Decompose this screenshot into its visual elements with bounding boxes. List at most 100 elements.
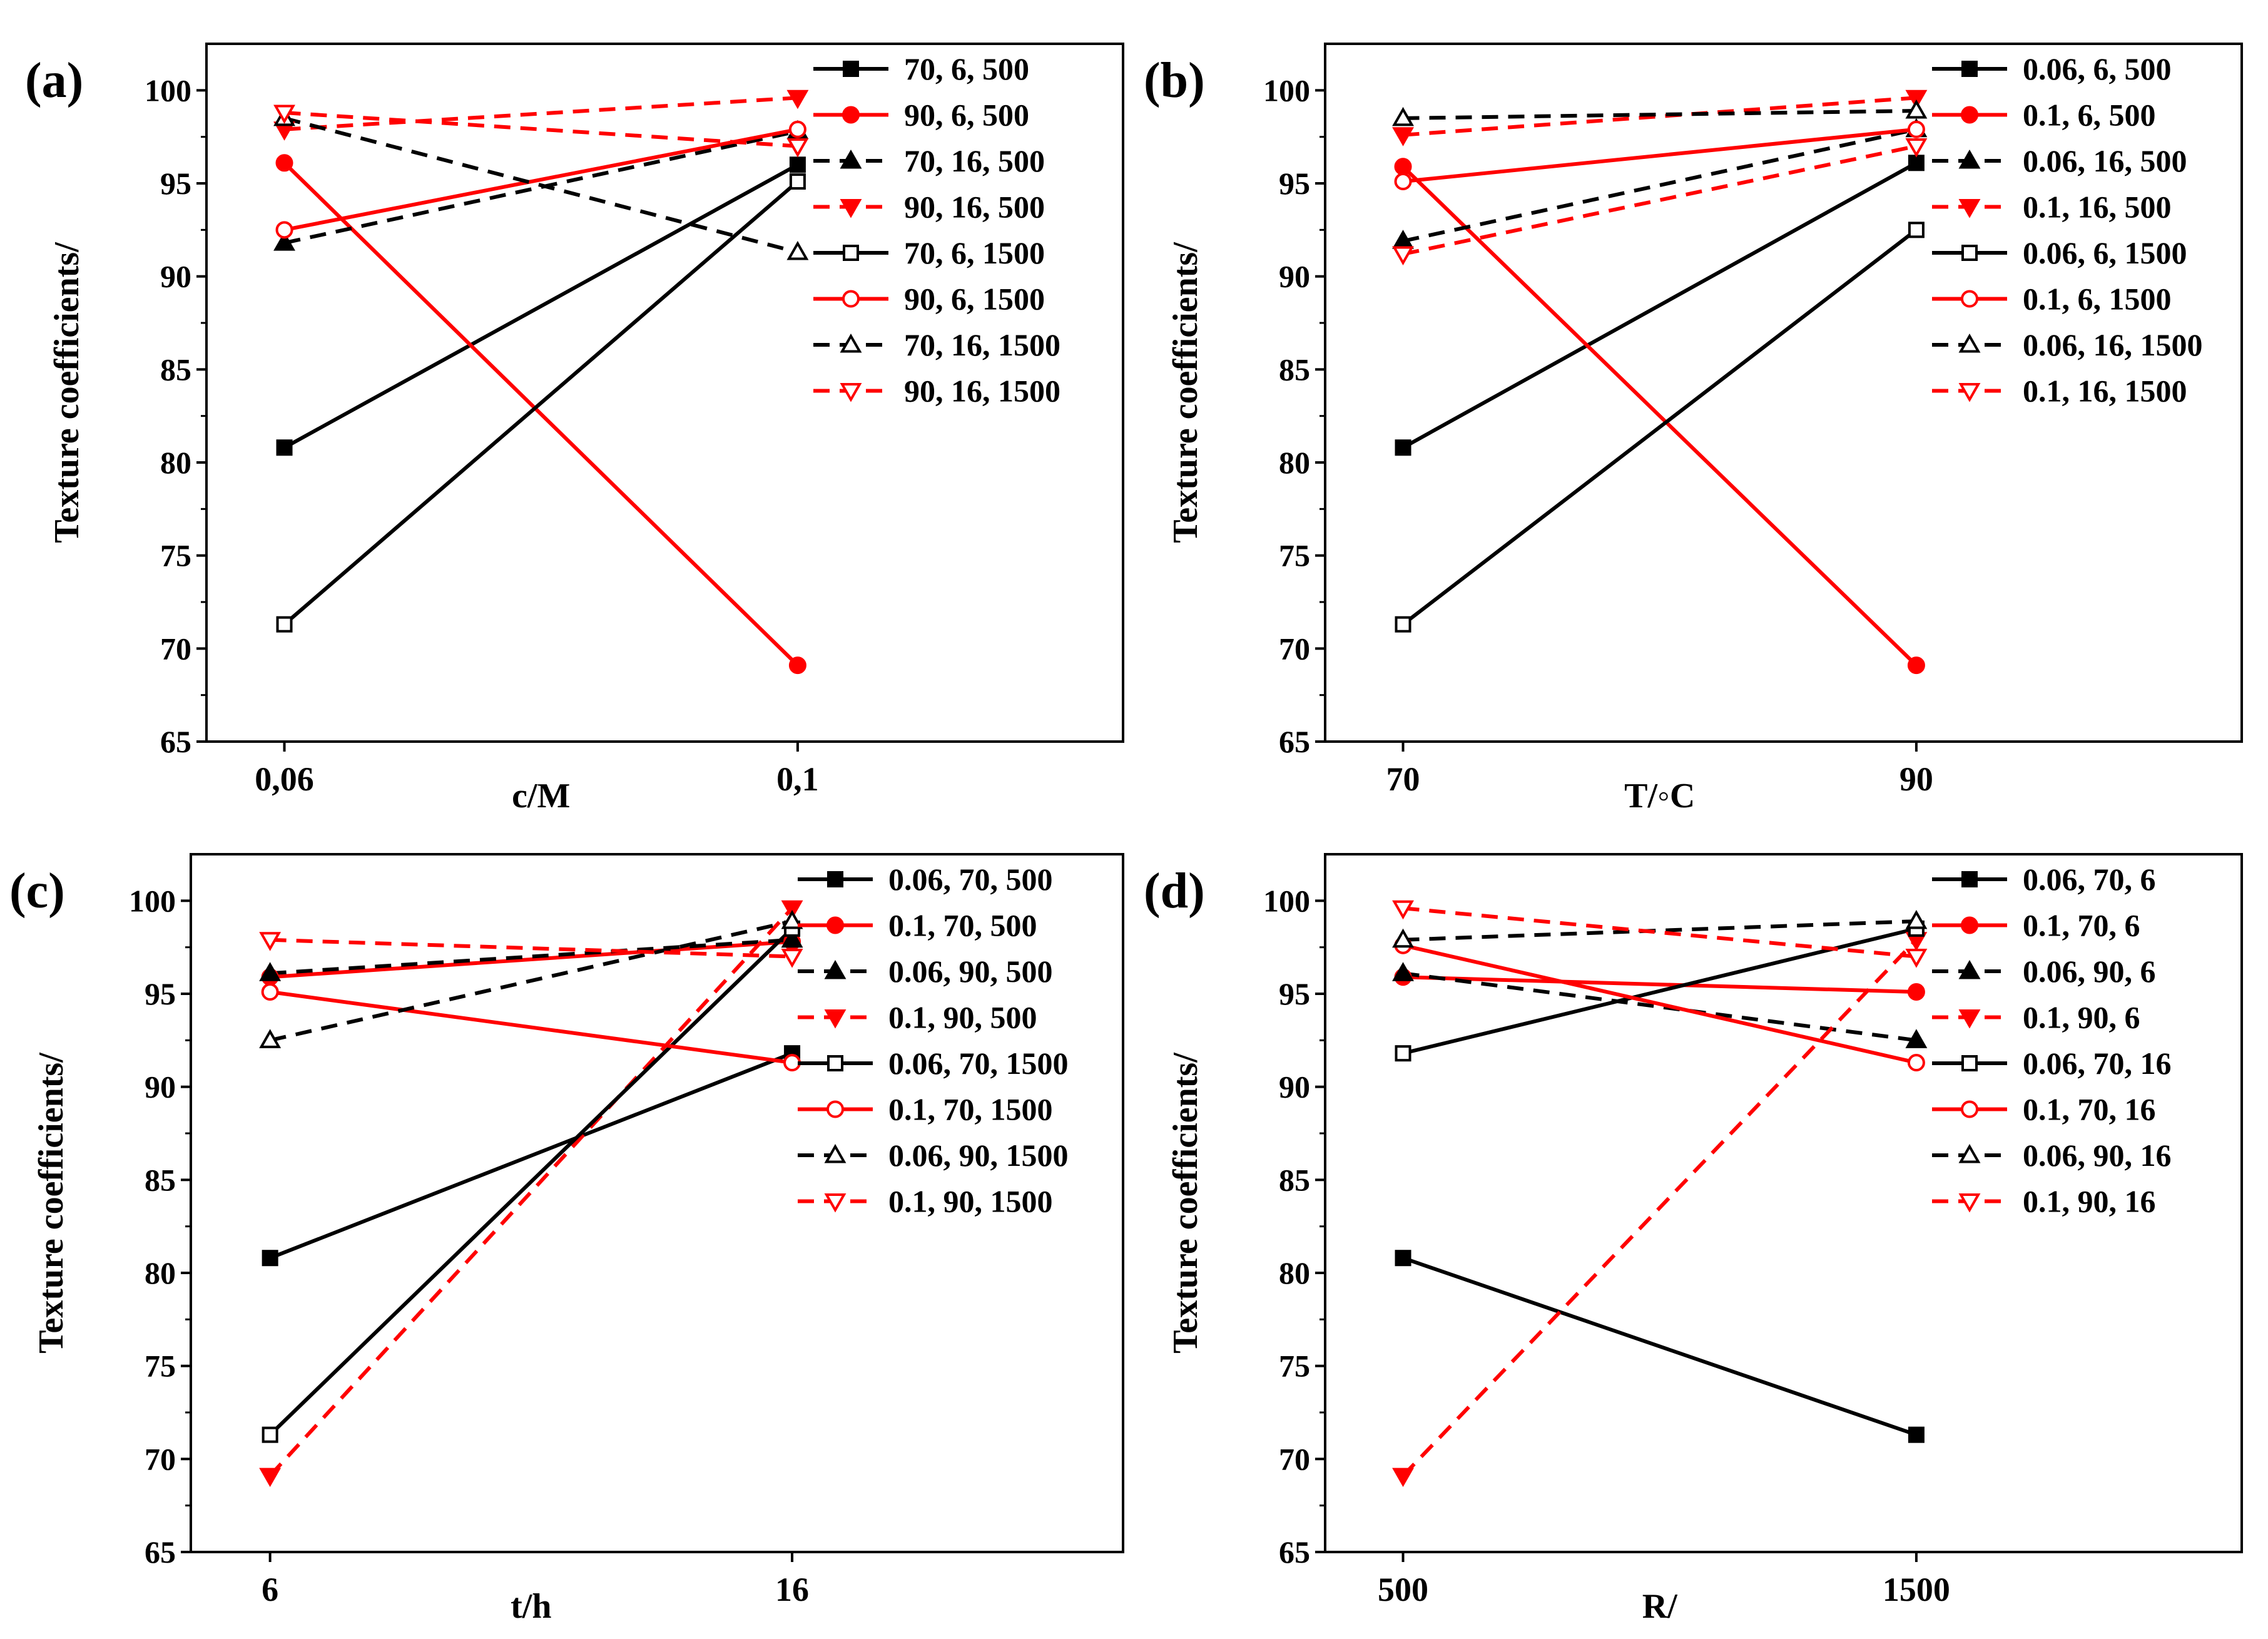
legend-marker: [826, 916, 844, 934]
series-point-7-1: [1392, 928, 1414, 948]
legend-entry-label: 0.06, 90, 6: [2023, 954, 2156, 989]
series-point-2-2: [1907, 656, 1925, 675]
series-point-7-2: [786, 240, 809, 260]
legend-entry-label: 70, 6, 1500: [904, 235, 1045, 270]
legend-marker: [843, 61, 859, 77]
series-point-6-2: [783, 1054, 801, 1072]
series-point-2-2: [1907, 983, 1925, 1001]
series-point-1-1: [1395, 1250, 1411, 1267]
legend-entry-label: 0.1, 90, 16: [2023, 1184, 2156, 1219]
legend-entry-label: 0.06, 70, 6: [2023, 862, 2156, 897]
legend-entry-label: 0.06, 6, 1500: [2023, 235, 2187, 270]
series-point-6-2: [788, 120, 806, 138]
series-point-1-2: [1908, 155, 1925, 171]
legend-marker: [1958, 149, 1981, 169]
series-line-6: [1403, 127, 1917, 184]
legend-entry-label: 0.1, 70, 6: [2023, 908, 2140, 943]
series-line-2: [1401, 165, 1918, 667]
legend-marker: [826, 1100, 844, 1118]
plot-frame: [1324, 43, 2243, 743]
series-line-5: [268, 927, 794, 1436]
legend-marker: [1961, 245, 1978, 261]
series-line-5: [1401, 228, 1918, 626]
legend-entry-label: 0.1, 16, 1500: [2023, 374, 2187, 409]
legend-marker: [1958, 1143, 1981, 1163]
legend-marker: [1958, 383, 1981, 402]
series-line-8: [1403, 906, 1917, 959]
legend-marker: [1961, 106, 1978, 124]
y-tick-label: 75: [145, 1349, 176, 1384]
series-line-6: [1402, 943, 1917, 1065]
legend-entry-label: 70, 6, 500: [904, 51, 1029, 86]
legend-entry-label: 0.1, 70, 1500: [888, 1092, 1053, 1127]
series-point-1-1: [262, 1250, 278, 1267]
series-point-8-2: [781, 949, 803, 968]
panel-label: (b): [1144, 53, 1205, 108]
series-point-6-1: [261, 983, 279, 1001]
series-point-4-2: [1905, 89, 1928, 110]
series-point-6-1: [275, 221, 293, 239]
series-point-4-1: [1392, 1468, 1414, 1488]
y-tick-label: 75: [1279, 538, 1310, 573]
x-tick-label: 500: [1378, 1571, 1428, 1608]
chart-panel-1: 65 70 75 80 85 90 95 100 0,06 0,1 c/M Texture coeff…: [25, 43, 1124, 815]
series-line-3: [270, 937, 793, 976]
series-point-7-1: [1392, 106, 1414, 126]
chart-panel-3: 65 70 75 80 85 90 95 100 6 16 t/h Texture coefficie…: [9, 853, 1124, 1626]
legend-entry-label: 0.1, 90, 1500: [888, 1184, 1053, 1219]
y-tick-label: 90: [1279, 259, 1310, 294]
series-point-7-2: [781, 910, 803, 929]
y-axis-label: Texture coefficients/: [1166, 242, 1205, 543]
series-point-3-1: [1392, 962, 1414, 981]
series-line-7: [1403, 109, 1916, 120]
y-tick-label: 75: [160, 538, 191, 573]
y-tick-label: 85: [1279, 1162, 1310, 1197]
series-line-3: [1402, 127, 1917, 243]
series-line-6: [270, 990, 793, 1065]
legend-marker: [1961, 61, 1978, 77]
y-axis-label: Texture coefficients/: [32, 1052, 71, 1354]
legend-marker: [840, 149, 862, 169]
x-tick-label: 16: [775, 1571, 809, 1608]
legend-entry-label: 0.1, 90, 500: [888, 1000, 1037, 1035]
y-tick-label: 90: [160, 259, 191, 294]
legend-marker: [842, 106, 860, 124]
x-axis-label: T/◦C: [1624, 777, 1695, 815]
series-line-7: [269, 919, 793, 1043]
x-tick-label: 1500: [1883, 1571, 1950, 1608]
series-line-1: [269, 1051, 793, 1260]
legend-entry-label: 0.1, 6, 1500: [2023, 282, 2172, 317]
legend-entry-label: 0.1, 6, 500: [2023, 98, 2156, 133]
series-line-5: [283, 180, 799, 626]
legend-entry-label: 0.06, 90, 500: [888, 954, 1053, 989]
x-tick-label: 6: [262, 1571, 278, 1608]
y-tick-label: 100: [145, 73, 191, 108]
series-point-2-1: [1394, 158, 1412, 176]
series-line-7: [1403, 919, 1917, 942]
series-line-8: [284, 111, 798, 148]
legend-marker: [1961, 1055, 1978, 1071]
series-line-4: [1401, 938, 1918, 1478]
series-line-2: [283, 161, 800, 667]
panel-label: (c): [9, 864, 65, 919]
series-line-8: [270, 937, 793, 959]
legend-marker: [840, 333, 862, 353]
panel-label: (a): [25, 53, 83, 108]
y-axis-label: Texture coefficients/: [48, 242, 86, 543]
legend-marker: [1958, 333, 1981, 353]
series-line-8: [1402, 144, 1917, 256]
plot-frame: [1324, 853, 2243, 1553]
series-point-3-2: [1905, 1029, 1928, 1048]
legend-entry-label: 0.06, 90, 1500: [888, 1138, 1069, 1173]
series-point-3-1: [273, 232, 295, 251]
x-tick-label: 0,06: [255, 760, 314, 798]
legend-entry-label: 0.06, 6, 500: [2023, 51, 2172, 86]
legend-entry-label: 0.1, 16, 500: [2023, 190, 2172, 225]
x-axis-label: R/: [1642, 1587, 1678, 1626]
legend-entry-label: 0.1, 70, 500: [888, 908, 1037, 943]
legend-marker: [843, 245, 859, 261]
series-line-7: [283, 116, 798, 254]
y-tick-label: 95: [160, 166, 191, 201]
